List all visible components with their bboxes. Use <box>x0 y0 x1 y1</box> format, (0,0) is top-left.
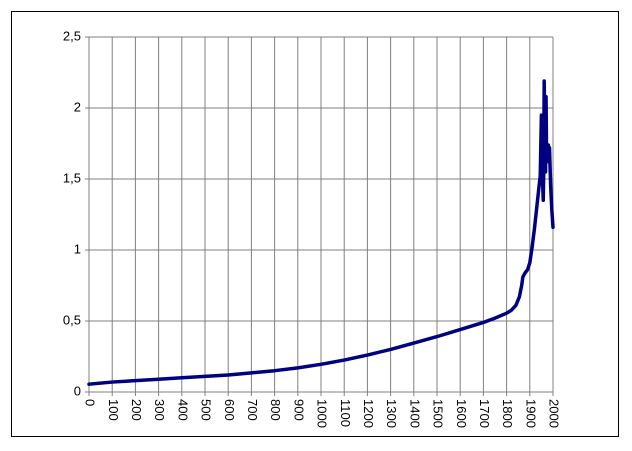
x-tick-label: 800 <box>268 399 283 421</box>
line-chart: 0 100 200 300 400 500 600 700 800 900 1000 1100 1200… <box>63 28 562 427</box>
y-tick-label: 1,5 <box>63 170 81 185</box>
x-tick-label: 1800 <box>500 399 515 428</box>
y-tick-label: 2,5 <box>63 28 81 43</box>
series-layer <box>87 79 555 386</box>
x-tick-label: 2000 <box>547 399 562 428</box>
y-tick-label: 2 <box>74 99 81 114</box>
tick-labels: 0 100 200 300 400 500 600 700 800 900 1000 1100 1200… <box>63 28 562 427</box>
x-tick-label: 1500 <box>431 399 446 428</box>
x-tick-label: 600 <box>222 399 237 421</box>
x-tick-label: 1900 <box>523 399 538 428</box>
x-tick-label: 400 <box>175 399 190 421</box>
axes <box>85 36 554 396</box>
chart-frame: 0 100 200 300 400 500 600 700 800 900 1000 1100 1200… <box>11 11 619 437</box>
x-tick-label: 0 <box>83 399 98 406</box>
x-tick-label: 100 <box>106 399 121 421</box>
x-tick-label: 1100 <box>338 399 353 427</box>
x-tick-label: 1600 <box>454 399 469 428</box>
y-tick-label: 0 <box>74 383 81 398</box>
y-tick-label: 0,5 <box>63 312 81 327</box>
x-tick-label: 1300 <box>384 399 399 428</box>
x-tick-label: 900 <box>291 399 306 421</box>
x-tick-label: 1400 <box>407 399 422 428</box>
x-tick-label: 1700 <box>477 399 492 428</box>
x-tick-label: 500 <box>199 399 214 421</box>
x-tick-label: 700 <box>245 399 260 421</box>
x-tick-label: 300 <box>152 399 167 421</box>
series-line <box>87 79 555 386</box>
x-tick-label: 1000 <box>315 399 330 428</box>
gridlines <box>88 36 554 393</box>
x-tick-label: 200 <box>129 399 144 421</box>
y-tick-label: 1 <box>74 241 81 256</box>
x-tick-label: 1200 <box>361 399 376 428</box>
